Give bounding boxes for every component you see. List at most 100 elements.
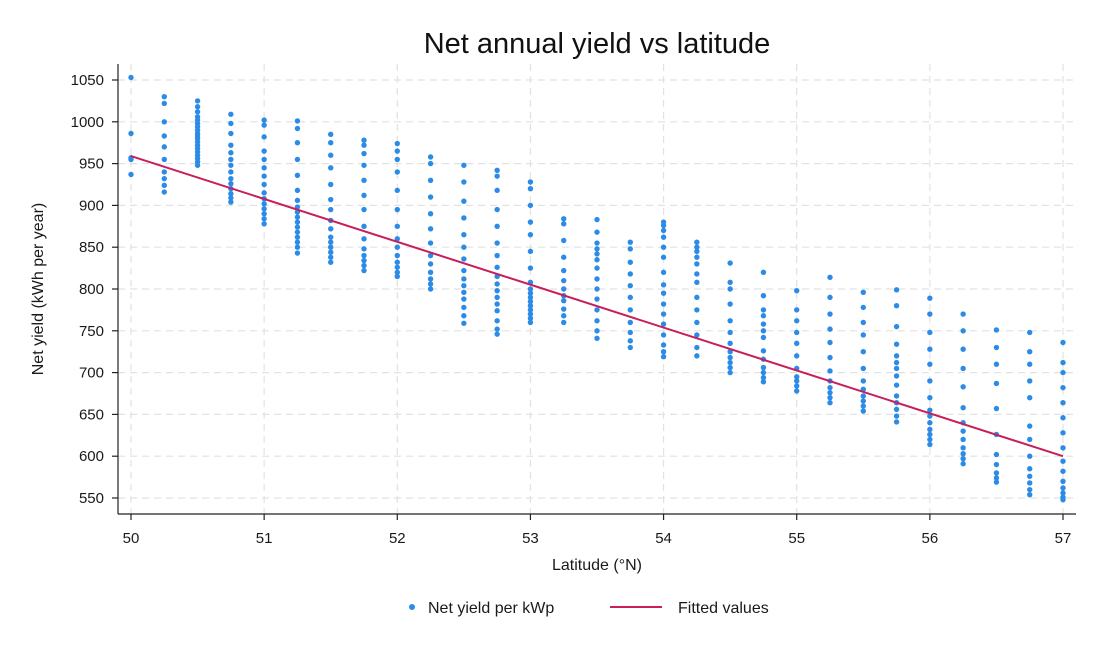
x-tick-label: 54	[655, 530, 672, 547]
data-point	[461, 304, 467, 311]
data-point	[161, 100, 167, 107]
data-point	[461, 198, 467, 204]
data-point	[328, 140, 334, 146]
data-point	[727, 286, 733, 292]
data-point	[1027, 480, 1033, 486]
data-point	[893, 341, 900, 347]
data-point	[794, 318, 800, 324]
data-point	[328, 239, 334, 245]
data-point	[927, 431, 933, 438]
data-point	[727, 260, 733, 266]
data-point	[993, 461, 1000, 468]
data-point	[194, 98, 201, 104]
data-point	[561, 267, 567, 274]
data-point	[993, 361, 1000, 367]
data-point	[594, 216, 600, 223]
y-tick-label: 950	[79, 156, 104, 173]
data-point	[594, 229, 600, 235]
data-point	[527, 231, 534, 238]
data-point	[228, 175, 234, 182]
data-point	[494, 308, 500, 314]
data-point	[228, 150, 234, 156]
y-tick-label: 600	[79, 448, 104, 465]
data-point	[594, 257, 600, 263]
y-tick-label: 700	[79, 365, 104, 382]
data-point	[760, 369, 767, 376]
data-point	[660, 332, 667, 338]
data-point	[727, 359, 733, 366]
data-point	[627, 239, 633, 245]
x-tick-label: 55	[788, 530, 805, 547]
data-point	[294, 239, 301, 245]
data-point	[1027, 394, 1033, 401]
data-point	[960, 428, 966, 434]
data-point	[461, 289, 467, 296]
data-point	[361, 236, 367, 242]
data-point	[993, 327, 1000, 333]
data-point	[694, 294, 700, 301]
data-point	[694, 344, 700, 351]
x-axis-title: Latitude (°N)	[552, 557, 642, 574]
data-point	[494, 326, 500, 332]
legend-label-scatter: Net yield per kWp	[428, 600, 554, 617]
data-point	[727, 329, 733, 336]
data-point	[361, 246, 367, 252]
data-point	[361, 142, 367, 148]
data-point	[960, 365, 966, 372]
data-point	[660, 311, 667, 317]
data-point	[960, 450, 966, 457]
data-point	[261, 216, 267, 222]
data-point	[927, 361, 933, 367]
data-point	[527, 311, 534, 317]
data-point	[727, 369, 733, 376]
data-point	[660, 354, 667, 360]
data-point	[794, 378, 800, 384]
data-point	[760, 269, 767, 275]
data-point	[1060, 359, 1066, 366]
data-point	[361, 257, 367, 264]
data-point	[194, 104, 201, 110]
data-point	[527, 185, 534, 192]
data-point	[960, 328, 966, 334]
data-point	[561, 237, 567, 244]
data-point	[594, 246, 600, 252]
data-point	[194, 162, 201, 168]
data-point	[794, 307, 800, 313]
data-point	[394, 169, 400, 175]
data-point	[860, 398, 866, 404]
data-point	[161, 182, 167, 189]
data-point	[694, 248, 700, 255]
data-point	[228, 199, 234, 205]
data-point	[261, 221, 267, 227]
data-point	[228, 156, 234, 163]
data-point	[1027, 329, 1033, 336]
data-point	[261, 211, 267, 217]
data-point	[561, 286, 567, 292]
data-point	[760, 328, 767, 334]
data-point	[627, 329, 633, 336]
data-point	[328, 206, 334, 213]
y-tick-label: 850	[79, 239, 104, 256]
data-point	[594, 307, 600, 313]
data-point	[893, 382, 900, 388]
data-point	[893, 353, 900, 359]
data-point	[893, 406, 900, 413]
data-point	[427, 177, 434, 184]
data-point	[794, 340, 800, 347]
data-point	[427, 286, 434, 292]
data-point	[294, 244, 301, 250]
data-point	[461, 162, 467, 168]
data-point	[660, 349, 667, 355]
data-point	[494, 173, 500, 179]
data-point	[860, 408, 866, 414]
data-point	[594, 286, 600, 292]
data-point	[161, 94, 167, 100]
data-point	[494, 301, 500, 307]
data-point	[128, 156, 134, 163]
data-point	[294, 118, 301, 124]
data-point	[294, 187, 301, 194]
data-point	[927, 436, 933, 443]
data-point	[294, 140, 301, 146]
data-point	[993, 451, 1000, 458]
data-point	[561, 319, 567, 326]
